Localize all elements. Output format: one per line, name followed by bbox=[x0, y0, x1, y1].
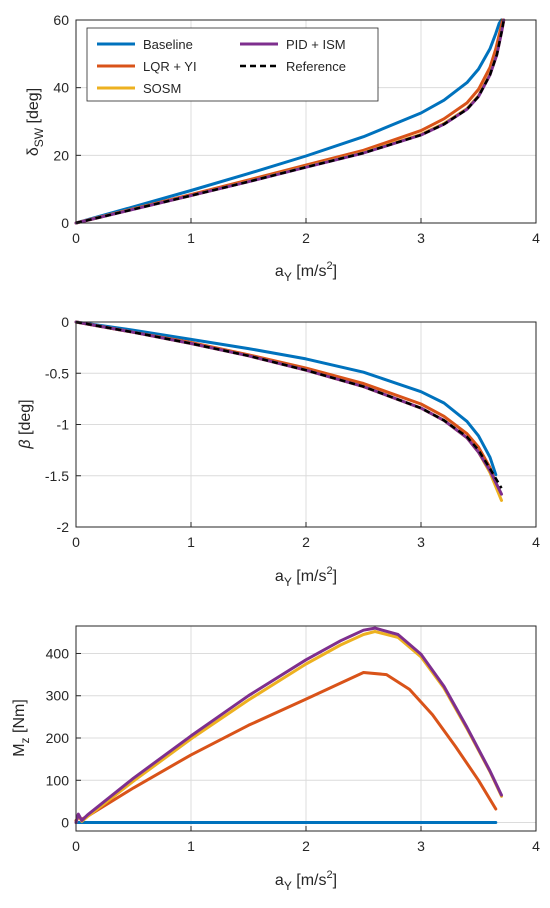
x-tick-label: 1 bbox=[187, 230, 195, 246]
series-group-2 bbox=[74, 320, 503, 502]
y-tick-label: 300 bbox=[46, 688, 70, 704]
y-tick-label: 20 bbox=[53, 147, 69, 163]
x-tick-label: 3 bbox=[417, 838, 425, 854]
legend-label-reference: Reference bbox=[286, 59, 346, 74]
series-group-1 bbox=[74, 18, 506, 225]
y-tick-label: 60 bbox=[53, 12, 69, 28]
series-line-pid-ism bbox=[74, 18, 506, 225]
y-tick-label: 400 bbox=[46, 645, 70, 661]
legend: Baseline LQR + YI SOSM PID + ISM Referen… bbox=[86, 27, 379, 102]
x-axis-label-2: aY [m/s2] bbox=[275, 565, 337, 589]
x-tick-label: 2 bbox=[302, 230, 310, 246]
x-tick-label: 4 bbox=[532, 534, 540, 550]
x-tick-label: 4 bbox=[532, 230, 540, 246]
axes-box-1 bbox=[75, 19, 537, 224]
y-axis-label-1: δSW [deg] bbox=[25, 88, 46, 156]
y-tick-label: -1.5 bbox=[45, 468, 69, 484]
panel-sideslip-angle: 0 1 2 3 4 -2 -1.5 -1 -0.5 0 β [deg] aY [m/s2] bbox=[17, 314, 540, 589]
x-tick-label: 0 bbox=[72, 230, 80, 246]
x-tick-label: 2 bbox=[302, 838, 310, 854]
x-tick-label: 3 bbox=[417, 230, 425, 246]
legend-label-sosm: SOSM bbox=[143, 81, 181, 96]
x-tick-label: 0 bbox=[72, 534, 80, 550]
y-axis-label-2: β [deg] bbox=[17, 399, 34, 449]
x-axis-label-1: aY [m/s2] bbox=[275, 260, 337, 284]
series-line-baseline bbox=[74, 18, 503, 225]
legend-label-baseline: Baseline bbox=[143, 37, 193, 52]
x-axis-label-3: aY [m/s2] bbox=[275, 869, 337, 893]
series-line-pid-ism bbox=[74, 626, 503, 824]
x-tick-label: 4 bbox=[532, 838, 540, 854]
tick-labels-2: 0 1 2 3 4 -2 -1.5 -1 -0.5 0 bbox=[45, 314, 540, 550]
series-line-reference bbox=[75, 320, 503, 489]
x-tick-label: 0 bbox=[72, 838, 80, 854]
x-tick-label: 1 bbox=[187, 838, 195, 854]
y-tick-label: -0.5 bbox=[45, 365, 69, 381]
y-tick-label: 0 bbox=[61, 314, 69, 330]
y-tick-label: -1 bbox=[57, 417, 70, 433]
legend-box bbox=[86, 27, 379, 102]
y-tick-label: 40 bbox=[53, 80, 69, 96]
y-axis-label-3: Mz [Nm] bbox=[11, 699, 32, 757]
legend-label-pid-ism: PID + ISM bbox=[286, 37, 346, 52]
y-tick-label: 0 bbox=[61, 815, 69, 831]
x-tick-label: 2 bbox=[302, 534, 310, 550]
y-tick-label: 200 bbox=[46, 730, 70, 746]
x-tick-label: 1 bbox=[187, 534, 195, 550]
y-tick-label: 0 bbox=[61, 215, 69, 231]
panel-yaw-moment: 0 1 2 3 4 0 100 200 300 400 Mz [Nm] aY [m/s2] bbox=[11, 625, 540, 893]
y-tick-label: -2 bbox=[57, 519, 70, 535]
series-group-3 bbox=[74, 626, 503, 824]
x-tick-label: 3 bbox=[417, 534, 425, 550]
axes-box-2 bbox=[75, 321, 537, 528]
series-line-baseline bbox=[74, 320, 498, 477]
y-tick-label: 100 bbox=[46, 772, 70, 788]
legend-label-lqr-yi: LQR + YI bbox=[143, 59, 197, 74]
axes-box-3 bbox=[75, 625, 537, 832]
tick-labels-3: 0 1 2 3 4 0 100 200 300 400 bbox=[46, 645, 540, 854]
